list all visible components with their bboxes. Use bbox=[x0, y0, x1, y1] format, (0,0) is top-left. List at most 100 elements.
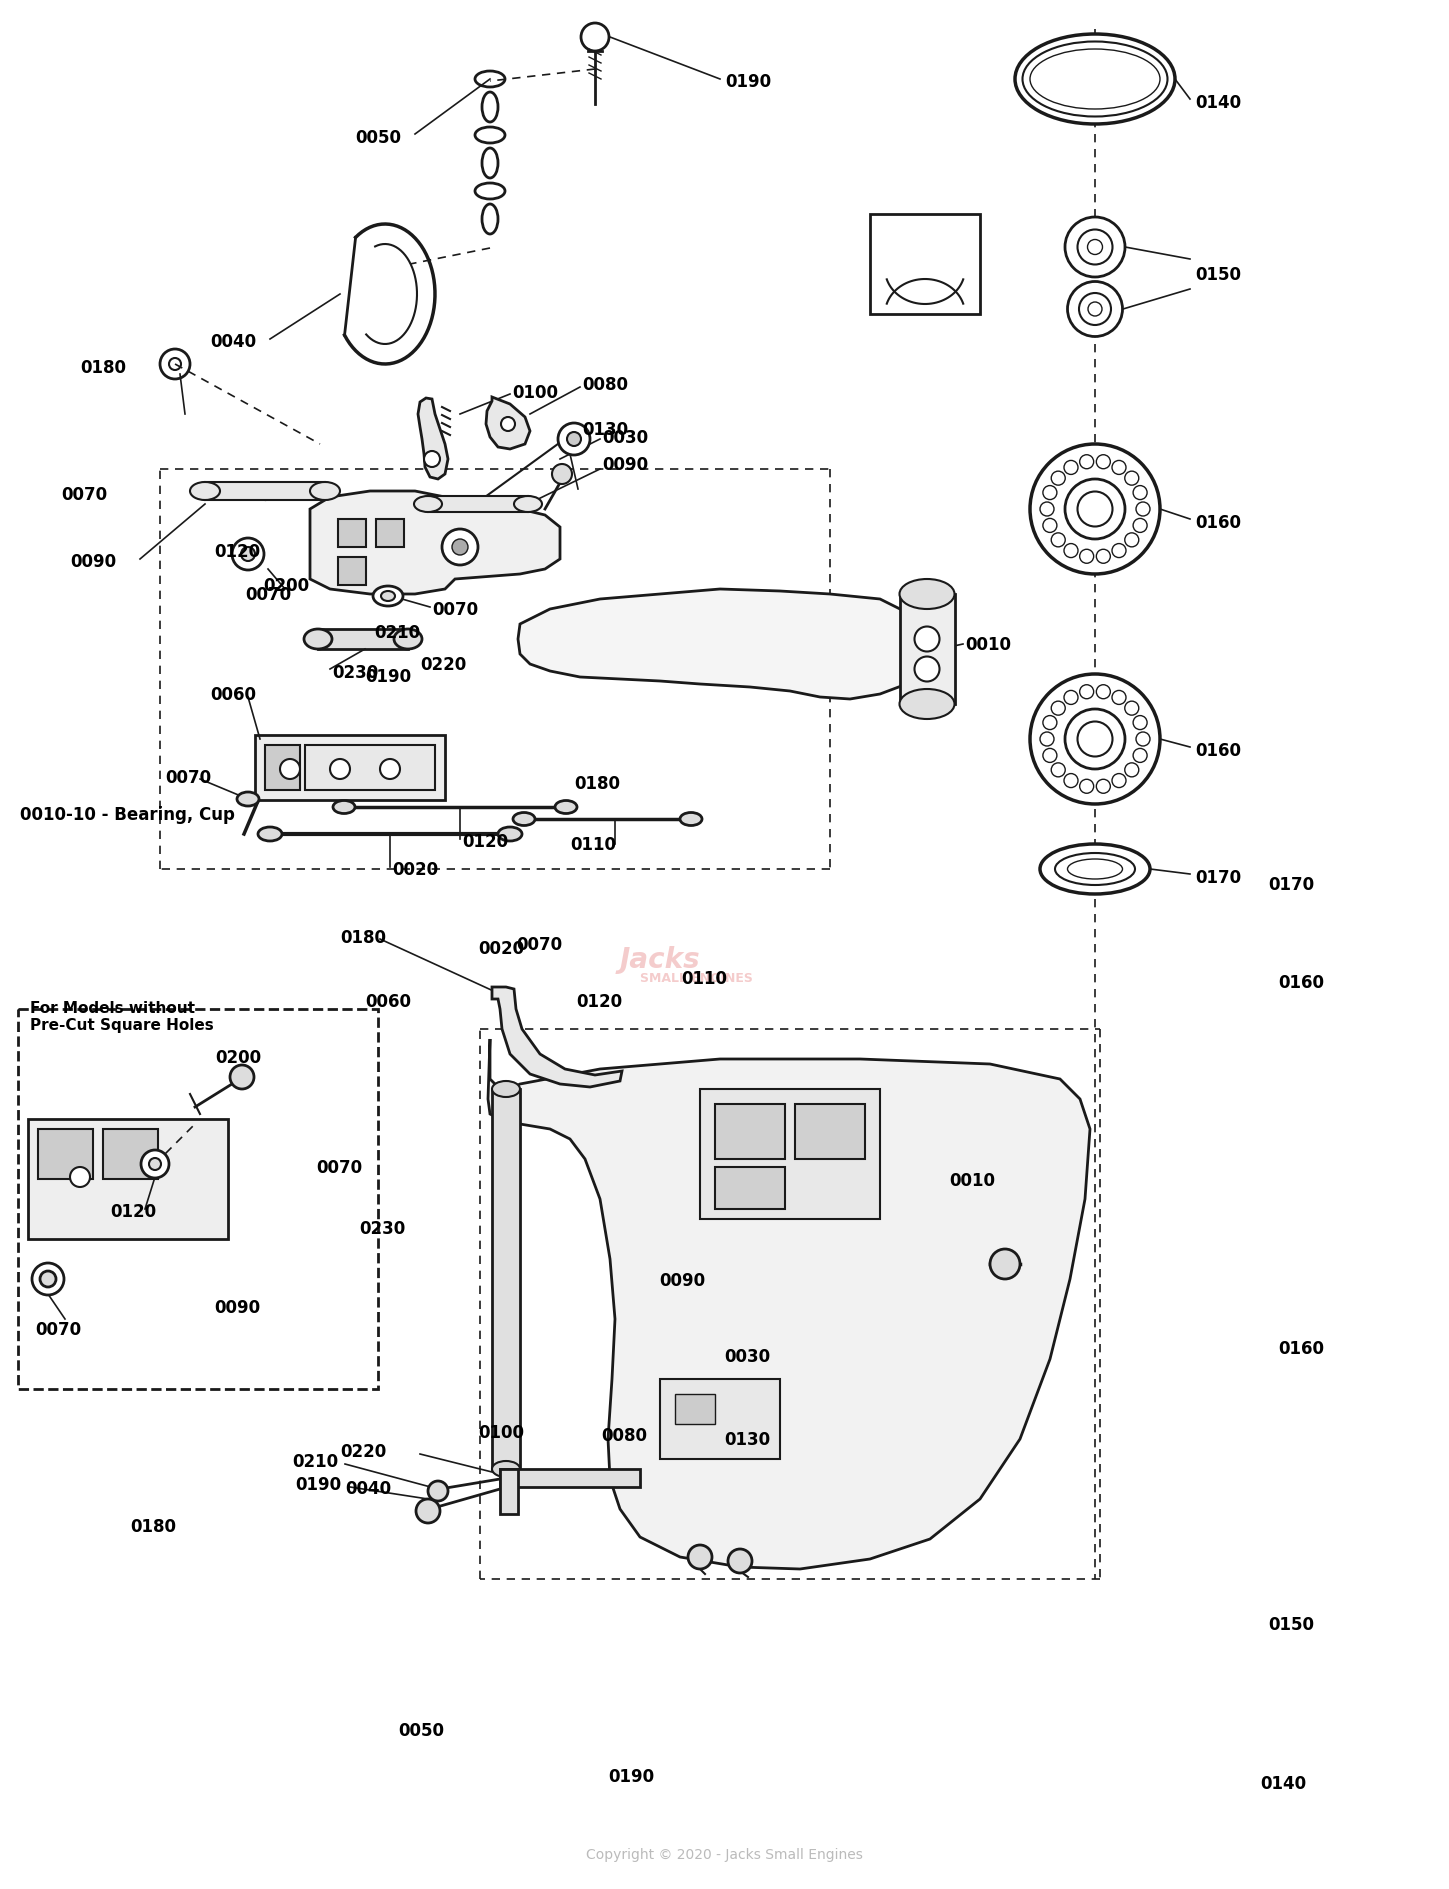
Circle shape bbox=[427, 1481, 448, 1502]
Ellipse shape bbox=[1065, 480, 1124, 540]
Ellipse shape bbox=[1088, 240, 1103, 255]
Text: 0070: 0070 bbox=[61, 485, 107, 504]
Ellipse shape bbox=[149, 1158, 161, 1171]
Text: 0180: 0180 bbox=[574, 774, 620, 793]
Bar bbox=[204, 484, 325, 501]
Ellipse shape bbox=[1080, 295, 1111, 325]
Ellipse shape bbox=[1136, 733, 1151, 746]
Circle shape bbox=[688, 1545, 711, 1570]
Text: 0100: 0100 bbox=[511, 383, 558, 402]
Bar bbox=[659, 1379, 780, 1458]
Circle shape bbox=[230, 1065, 254, 1090]
Ellipse shape bbox=[1078, 230, 1113, 264]
Ellipse shape bbox=[1111, 544, 1126, 559]
Ellipse shape bbox=[238, 793, 259, 807]
Text: 0010: 0010 bbox=[965, 637, 1011, 654]
Text: 0080: 0080 bbox=[601, 1426, 648, 1445]
Text: 0140: 0140 bbox=[1261, 1774, 1307, 1793]
Polygon shape bbox=[485, 399, 530, 450]
Ellipse shape bbox=[1080, 455, 1094, 470]
Bar bbox=[317, 629, 409, 650]
Text: 0140: 0140 bbox=[1195, 94, 1242, 111]
Text: 0190: 0190 bbox=[609, 1766, 655, 1785]
Ellipse shape bbox=[1030, 674, 1161, 805]
Text: 0180: 0180 bbox=[341, 929, 385, 946]
Text: 0060: 0060 bbox=[365, 992, 412, 1011]
Ellipse shape bbox=[1097, 686, 1110, 699]
Text: 0220: 0220 bbox=[420, 655, 467, 674]
Ellipse shape bbox=[1051, 703, 1065, 716]
Text: 0060: 0060 bbox=[210, 686, 256, 703]
Ellipse shape bbox=[555, 801, 577, 814]
Circle shape bbox=[567, 433, 581, 448]
Text: Jacks: Jacks bbox=[620, 946, 701, 973]
Ellipse shape bbox=[1097, 455, 1110, 470]
Ellipse shape bbox=[1065, 710, 1124, 769]
Ellipse shape bbox=[170, 359, 181, 370]
Bar bbox=[38, 1130, 93, 1179]
Ellipse shape bbox=[1051, 763, 1065, 778]
Text: Copyright © 2020 - Jacks Small Engines: Copyright © 2020 - Jacks Small Engines bbox=[585, 1847, 864, 1861]
Polygon shape bbox=[417, 399, 448, 480]
Bar bbox=[500, 1470, 517, 1515]
Text: 0120: 0120 bbox=[577, 992, 623, 1011]
Circle shape bbox=[558, 423, 590, 455]
Ellipse shape bbox=[1055, 854, 1135, 886]
Bar bbox=[28, 1120, 227, 1239]
Ellipse shape bbox=[483, 204, 498, 234]
Text: 0090: 0090 bbox=[214, 1298, 261, 1317]
Circle shape bbox=[425, 451, 440, 468]
Circle shape bbox=[380, 759, 400, 780]
Ellipse shape bbox=[493, 1081, 520, 1098]
Text: 0220: 0220 bbox=[341, 1441, 387, 1460]
Text: 0030: 0030 bbox=[724, 1347, 771, 1366]
Ellipse shape bbox=[1014, 36, 1175, 125]
Text: 0170: 0170 bbox=[1268, 875, 1314, 893]
Text: 0050: 0050 bbox=[355, 128, 401, 147]
Ellipse shape bbox=[1080, 780, 1094, 793]
Ellipse shape bbox=[483, 93, 498, 123]
Text: 0160: 0160 bbox=[1195, 514, 1240, 531]
Bar bbox=[675, 1394, 714, 1424]
Ellipse shape bbox=[493, 1462, 520, 1477]
Ellipse shape bbox=[475, 72, 506, 89]
Polygon shape bbox=[488, 1039, 1090, 1570]
Bar bbox=[375, 519, 404, 548]
Text: 0130: 0130 bbox=[724, 1430, 771, 1449]
Circle shape bbox=[452, 540, 468, 555]
Bar bbox=[493, 1090, 520, 1470]
Bar bbox=[427, 497, 527, 512]
Text: 0120: 0120 bbox=[462, 833, 509, 850]
Ellipse shape bbox=[1124, 703, 1139, 716]
Ellipse shape bbox=[475, 183, 506, 200]
Text: 0190: 0190 bbox=[296, 1475, 341, 1492]
Text: 0070: 0070 bbox=[316, 1158, 362, 1177]
Text: 0150: 0150 bbox=[1195, 266, 1240, 283]
Ellipse shape bbox=[394, 629, 422, 650]
Ellipse shape bbox=[1051, 533, 1065, 548]
Text: 0010: 0010 bbox=[949, 1171, 995, 1190]
Text: 0160: 0160 bbox=[1278, 973, 1324, 992]
Ellipse shape bbox=[900, 689, 955, 720]
Ellipse shape bbox=[304, 629, 332, 650]
Bar bbox=[869, 215, 980, 315]
Ellipse shape bbox=[1064, 544, 1078, 559]
Text: 0230: 0230 bbox=[332, 663, 378, 682]
Polygon shape bbox=[493, 988, 622, 1088]
Ellipse shape bbox=[483, 149, 498, 179]
Text: 0160: 0160 bbox=[1278, 1339, 1324, 1358]
Ellipse shape bbox=[1124, 533, 1139, 548]
Circle shape bbox=[990, 1249, 1020, 1279]
Bar bbox=[338, 519, 367, 548]
Ellipse shape bbox=[1097, 550, 1110, 565]
Text: 0200: 0200 bbox=[264, 576, 310, 595]
Bar bbox=[255, 735, 445, 801]
Ellipse shape bbox=[32, 1264, 64, 1296]
Circle shape bbox=[70, 1167, 90, 1188]
Circle shape bbox=[581, 25, 609, 53]
Text: 0210: 0210 bbox=[374, 623, 420, 642]
Ellipse shape bbox=[1040, 844, 1151, 895]
Text: 0110: 0110 bbox=[569, 835, 616, 854]
Text: 0070: 0070 bbox=[245, 586, 291, 604]
Circle shape bbox=[552, 465, 572, 485]
